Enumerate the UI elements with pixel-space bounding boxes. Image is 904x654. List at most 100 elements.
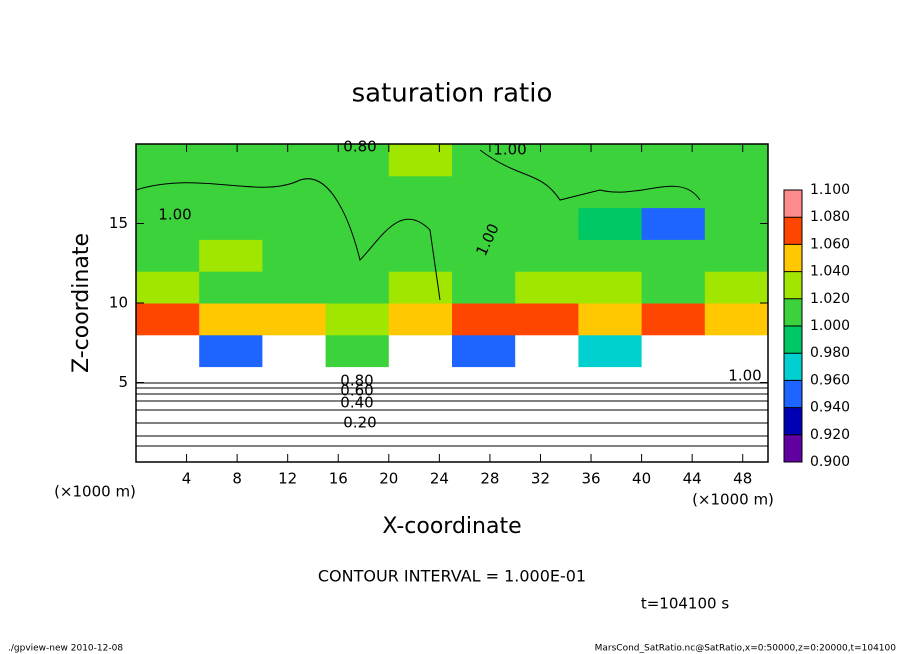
cell xyxy=(452,144,516,177)
cell xyxy=(578,303,643,336)
cell xyxy=(325,303,390,336)
cell xyxy=(515,334,579,368)
cell xyxy=(262,398,327,431)
cell xyxy=(641,398,706,431)
cell xyxy=(136,175,200,209)
cell xyxy=(578,207,643,240)
y-tick-label: 10 xyxy=(109,294,128,312)
cell xyxy=(515,207,579,240)
contour-label: 0.60 xyxy=(340,382,373,400)
colorbar-swatch xyxy=(784,353,802,381)
x-tick-label: 20 xyxy=(379,470,398,488)
field xyxy=(136,144,769,463)
cell xyxy=(388,207,453,240)
colorbar-swatch xyxy=(784,190,802,218)
x-tick-label: 36 xyxy=(581,470,600,488)
cell xyxy=(199,175,263,209)
cell xyxy=(262,175,327,209)
cell xyxy=(515,175,579,209)
cell xyxy=(515,239,579,272)
cell xyxy=(578,144,643,177)
colorbar-swatch xyxy=(784,244,802,272)
contour-label: 0.20 xyxy=(343,414,376,432)
cell xyxy=(262,334,327,368)
colorbar-swatch xyxy=(784,434,802,462)
footer-left: ./gpview-new 2010-12-08 xyxy=(8,644,123,654)
colorbar-label: 0.920 xyxy=(810,427,850,443)
x-tick-label: 44 xyxy=(683,470,702,488)
contour-label: 1.00 xyxy=(158,206,191,224)
cell xyxy=(641,239,706,272)
colorbar-label: 1.000 xyxy=(810,318,850,334)
colorbar-label: 0.900 xyxy=(810,454,850,470)
contour-label: 1.00 xyxy=(493,141,526,159)
colorbar-swatch xyxy=(784,380,802,408)
cell xyxy=(704,334,769,368)
cell xyxy=(515,271,579,304)
x-tick-label: 32 xyxy=(531,470,550,488)
cell xyxy=(199,303,263,336)
cell xyxy=(704,175,769,209)
contour-line xyxy=(135,149,701,301)
time-label: t=104100 s xyxy=(641,595,729,613)
colorbar-label: 1.100 xyxy=(810,182,850,198)
cell xyxy=(515,303,579,336)
cell xyxy=(199,398,263,431)
cell xyxy=(641,334,706,368)
cell xyxy=(262,239,327,272)
cell xyxy=(704,271,769,304)
cell xyxy=(388,239,453,272)
colorbar-swatch xyxy=(784,326,802,354)
cell xyxy=(704,239,769,272)
cell xyxy=(136,303,200,336)
cell xyxy=(136,239,200,272)
cell xyxy=(578,334,643,368)
cell xyxy=(452,207,516,240)
x-tick-label: 8 xyxy=(232,470,242,488)
cell xyxy=(452,175,516,209)
cell xyxy=(325,271,390,304)
colorbar-swatch xyxy=(784,298,802,326)
x-tick-label: 4 xyxy=(182,470,192,488)
cell xyxy=(325,207,390,240)
cell xyxy=(325,175,390,209)
cell xyxy=(199,207,263,240)
cell xyxy=(136,271,200,304)
cell xyxy=(325,239,390,272)
cell xyxy=(199,239,263,272)
cell xyxy=(388,144,453,177)
cell xyxy=(641,175,706,209)
cell xyxy=(325,144,390,177)
y-axis-label: Z-coordinate xyxy=(69,233,94,373)
cell xyxy=(136,144,200,177)
colorbar-label: 0.960 xyxy=(810,372,850,388)
contour-label: 1.00 xyxy=(728,367,761,385)
y-tick-label: 5 xyxy=(118,373,128,391)
cell xyxy=(515,398,579,431)
cell xyxy=(641,271,706,304)
cell xyxy=(262,207,327,240)
cell xyxy=(704,398,769,431)
cell xyxy=(388,271,453,304)
colorbar-label: 1.080 xyxy=(810,209,850,225)
x-tick-label: 28 xyxy=(480,470,499,488)
cell xyxy=(199,144,263,177)
footer-right: MarsCond_SatRatio.nc@SatRatio,x=0:50000,… xyxy=(595,644,897,654)
cell xyxy=(578,239,643,272)
cell xyxy=(262,144,327,177)
cell xyxy=(704,144,769,177)
cell xyxy=(136,334,200,368)
x-tick-label: 40 xyxy=(632,470,651,488)
y-tick-label: 15 xyxy=(109,214,128,232)
x-axis-unit: (×1000 m) xyxy=(692,491,774,509)
colorbar-label: 1.040 xyxy=(810,264,850,280)
cell xyxy=(262,303,327,336)
cell xyxy=(325,398,390,431)
cell xyxy=(388,175,453,209)
cell xyxy=(704,207,769,240)
cell xyxy=(515,144,579,177)
cell xyxy=(704,303,769,336)
cell xyxy=(452,334,516,368)
contour-interval: CONTOUR INTERVAL = 1.000E-01 xyxy=(318,567,586,586)
